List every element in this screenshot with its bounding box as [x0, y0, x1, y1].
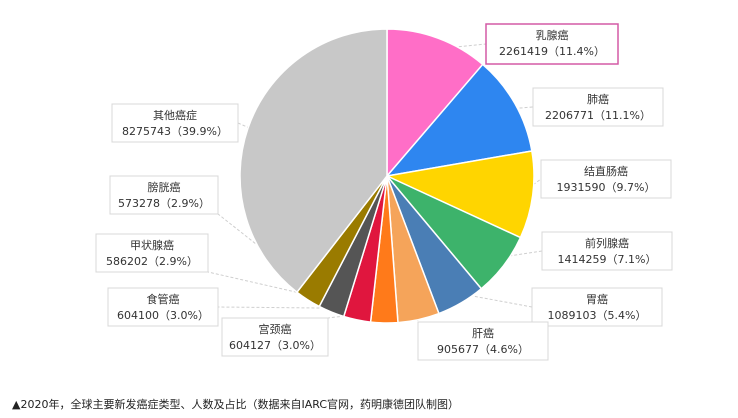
data-label-value-2: 2206771（11.1%）	[545, 109, 651, 122]
figure-caption: ▲2020年，全球主要新发癌症类型、人数及占比（数据来自IARC官网，药明康德团…	[12, 398, 459, 411]
data-label-box-8	[107, 287, 219, 327]
data-label-value-3: 1931590（9.7%）	[557, 181, 656, 194]
leader-line-1	[433, 43, 487, 50]
data-label-value-1: 2261419（11.4%）	[499, 45, 605, 58]
data-label-name-11: 其他癌症	[153, 108, 197, 122]
data-label-value-10: 573278（2.9%）	[118, 197, 210, 210]
data-label-box-2	[532, 87, 664, 127]
data-label-name-3: 结直肠癌	[584, 164, 628, 178]
data-label-value-5: 1089103（5.4%）	[548, 309, 647, 322]
data-label-value-8: 604100（3.0%）	[117, 309, 209, 322]
data-label-name-10: 膀胱癌	[148, 180, 181, 194]
leader-line-8	[217, 306, 360, 309]
data-label-box-6	[417, 321, 549, 361]
data-label-name-5: 胃癌	[586, 292, 608, 306]
data-label-box-9	[95, 233, 209, 273]
data-label-name-7: 宫颈癌	[259, 322, 292, 336]
data-label-box-1	[485, 23, 619, 65]
pie-slice-11	[239, 28, 388, 294]
pie-slice-1	[386, 28, 484, 179]
data-label-box-11	[111, 103, 239, 143]
data-label-box-7	[221, 317, 329, 357]
pie-slice-3	[384, 150, 535, 239]
data-label-value-4: 1414259（7.1%）	[558, 253, 657, 266]
data-label-value-9: 586202（2.9%）	[106, 255, 198, 268]
data-label-value-11: 8275743（39.9%）	[122, 125, 228, 138]
data-label-name-6: 肝癌	[472, 326, 494, 340]
data-label-name-8: 食管癌	[147, 292, 180, 306]
data-label-box-3	[540, 159, 672, 199]
data-label-name-4: 前列腺癌	[585, 236, 629, 250]
data-label-value-6: 905677（4.6%）	[437, 343, 529, 356]
data-label-value-7: 604127（3.0%）	[229, 339, 321, 352]
data-label-name-1: 乳腺癌	[536, 28, 569, 42]
leader-line-4	[494, 250, 543, 259]
data-label-box-4	[541, 231, 673, 271]
data-label-name-2: 肺癌	[587, 92, 609, 106]
leader-line-7	[327, 310, 385, 319]
data-label-box-10	[109, 175, 219, 215]
leader-line-5	[455, 292, 533, 308]
pie-slice-2	[385, 63, 533, 178]
data-label-box-5	[531, 287, 663, 327]
data-label-name-9: 甲状腺癌	[130, 238, 174, 252]
